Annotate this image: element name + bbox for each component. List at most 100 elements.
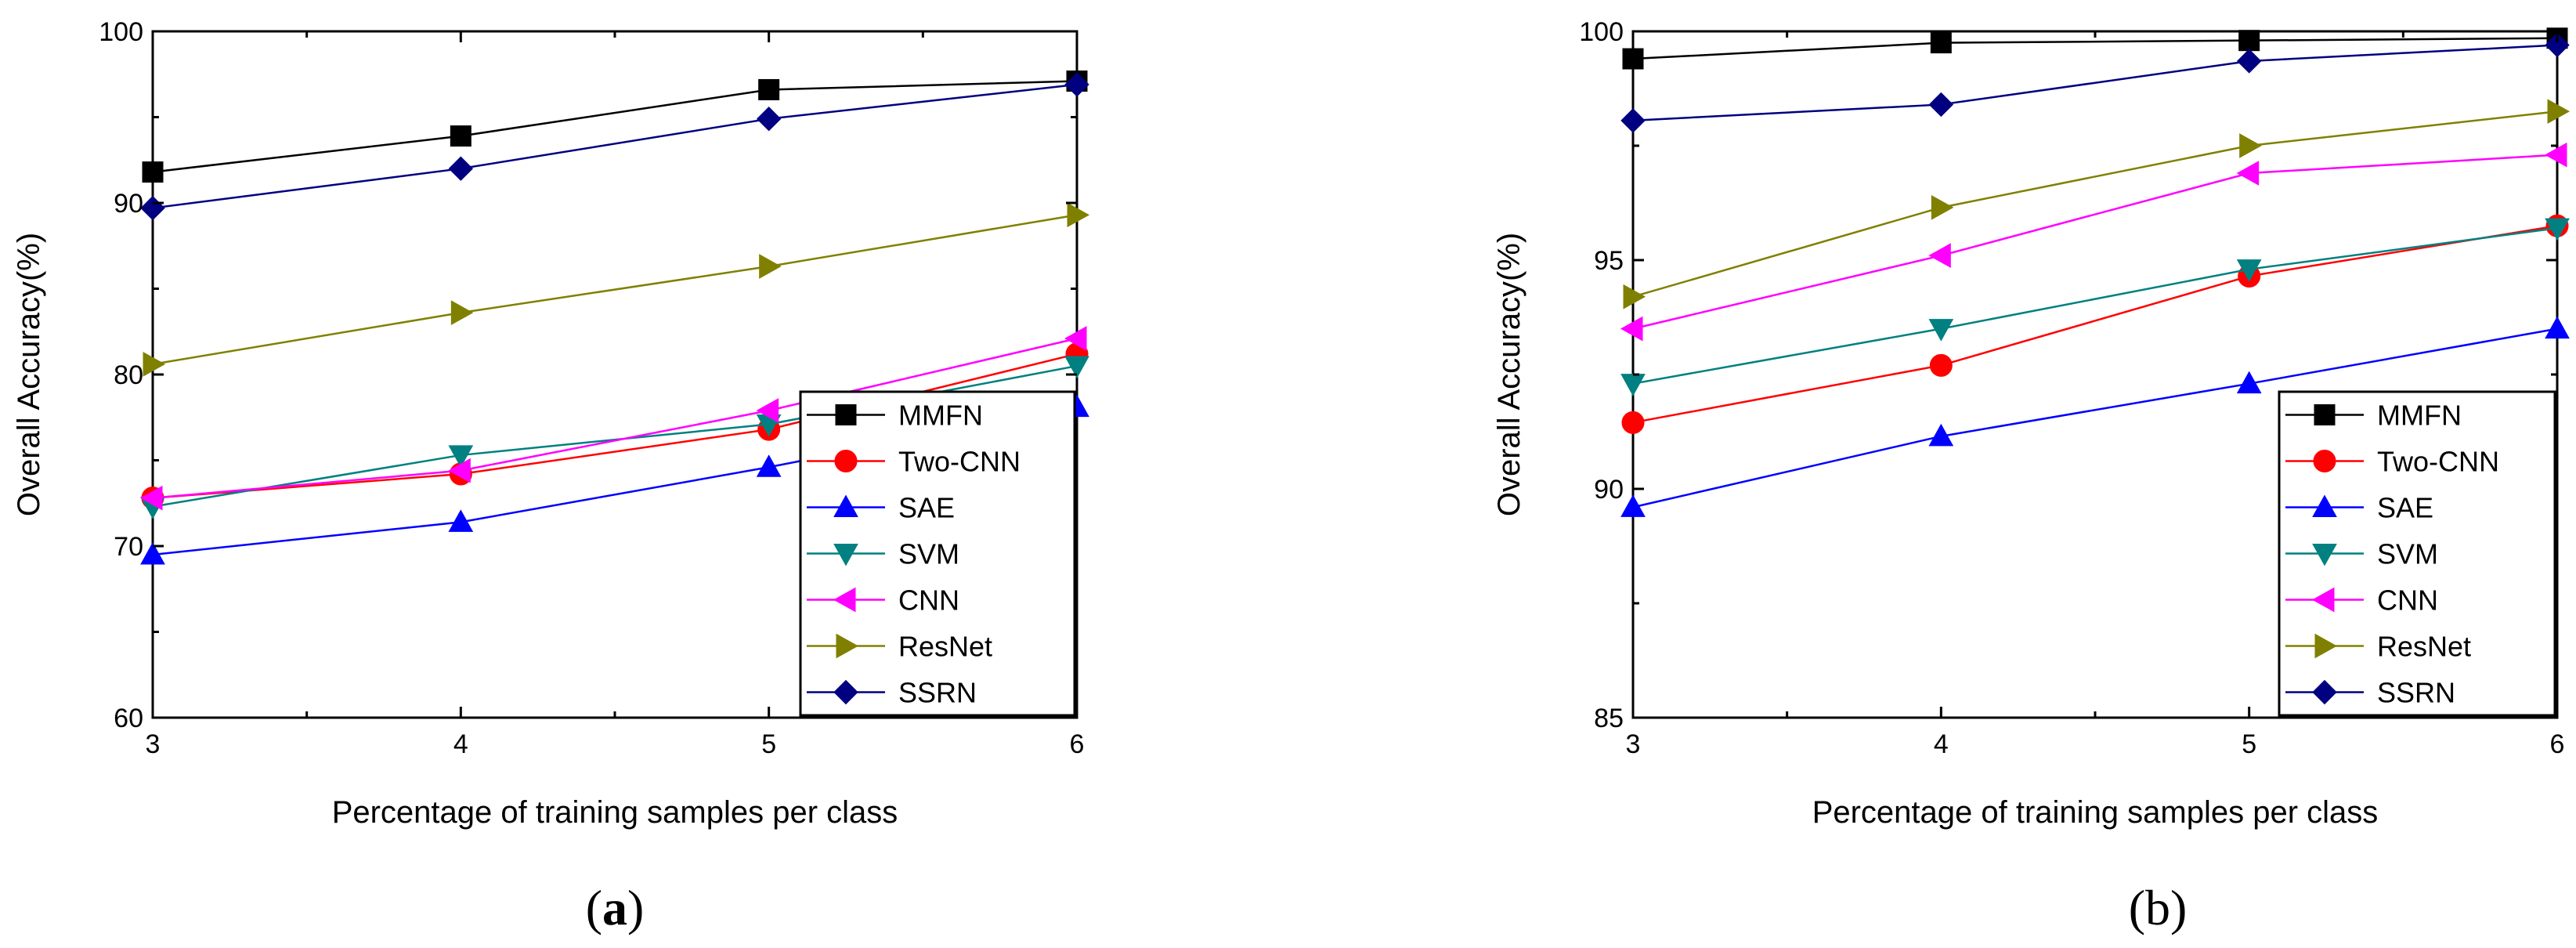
legend-marker-sae xyxy=(2312,494,2337,517)
y-axis-title: Overall Accuracy(%) xyxy=(12,233,46,516)
data-point-resnet xyxy=(1067,202,1090,228)
series-line-sae xyxy=(1632,327,2558,508)
data-point-mmfn xyxy=(1622,48,1644,70)
caption-open: ( xyxy=(2129,880,2145,935)
legend-label-sae: SAE xyxy=(2377,492,2433,524)
legend-marker-ssrn xyxy=(833,679,858,705)
panel-caption: (a) xyxy=(586,880,645,935)
data-point-ssrn xyxy=(2545,32,2570,58)
legend-marker-sae xyxy=(833,494,858,517)
legend-label-cnn: CNN xyxy=(2377,584,2438,617)
legend-marker-resnet xyxy=(836,633,859,659)
data-point-two-cnn xyxy=(1621,411,1645,434)
data-point-mmfn xyxy=(450,125,471,147)
y-tick-label: 60 xyxy=(114,704,143,733)
x-tick-label: 3 xyxy=(146,729,161,759)
series-line-resnet xyxy=(152,214,1078,366)
data-point-ssrn xyxy=(448,156,474,181)
data-point-cnn xyxy=(2236,161,2260,186)
caption-letter: b xyxy=(2145,880,2170,935)
data-point-two-cnn xyxy=(1929,353,1953,377)
x-tick-label: 4 xyxy=(453,729,468,759)
legend-marker-ssrn xyxy=(2312,679,2337,705)
data-point-ssrn xyxy=(1064,72,1089,97)
series-group xyxy=(1620,27,2571,517)
legend-label-two-cnn: Two-CNN xyxy=(898,446,1021,478)
data-point-sae xyxy=(140,541,165,565)
legend-label-mmfn: MMFN xyxy=(2377,400,2462,432)
x-tick-label: 4 xyxy=(1934,729,1949,759)
legend-marker-svm xyxy=(833,544,858,566)
y-tick-label: 95 xyxy=(1594,246,1624,276)
data-point-cnn xyxy=(1064,326,1087,351)
legend-label-resnet: ResNet xyxy=(2377,631,2471,663)
data-point-ssrn xyxy=(140,195,165,221)
legend: MMFN Two-CNN SAE SVM CNN ResNet SSRN xyxy=(799,390,1076,717)
legend-marker-two-cnn xyxy=(834,450,858,472)
data-point-cnn xyxy=(756,398,779,423)
data-point-ssrn xyxy=(2236,49,2262,74)
series-line-ssrn xyxy=(1632,44,2558,122)
data-point-cnn xyxy=(139,485,163,511)
data-point-svm xyxy=(1928,319,1954,342)
data-point-resnet xyxy=(143,352,166,377)
data-point-cnn xyxy=(2544,142,2567,168)
data-point-sae xyxy=(2236,371,2262,394)
legend-label-sae: SAE xyxy=(898,492,955,524)
y-tick-label: 90 xyxy=(114,189,143,219)
chart-panel-a: 60 70 80 90 100 3 4 5 6 Percentage of training … xyxy=(12,17,1090,935)
series-line-two-cnn xyxy=(1632,224,2558,424)
x-tick-label: 3 xyxy=(1626,729,1641,759)
data-point-sae xyxy=(1620,494,1646,517)
y-tick-label: 85 xyxy=(1594,704,1624,733)
x-axis-title: Percentage of training samples per class xyxy=(1812,795,2379,830)
data-point-resnet xyxy=(2547,99,2571,125)
data-point-mmfn xyxy=(142,161,164,183)
legend-marker-resnet xyxy=(2314,633,2338,659)
data-point-resnet xyxy=(2239,133,2262,158)
data-point-cnn xyxy=(448,458,471,483)
data-point-resnet xyxy=(1623,284,1646,309)
y-tick-label: 70 xyxy=(114,532,143,562)
legend-label-two-cnn: Two-CNN xyxy=(2377,446,2499,478)
series-line-svm xyxy=(1632,226,2558,385)
legend-label-ssrn: SSRN xyxy=(898,677,977,709)
legend-marker-mmfn xyxy=(2314,404,2336,425)
data-point-sae xyxy=(756,454,782,477)
data-point-ssrn xyxy=(1620,108,1646,133)
data-point-svm xyxy=(2236,259,2262,282)
data-point-ssrn xyxy=(756,106,782,132)
x-axis-title: Percentage of training samples per class xyxy=(332,795,898,830)
x-tick-label: 6 xyxy=(1070,729,1085,759)
data-point-sae xyxy=(448,509,474,532)
y-axis: 85 90 95 100 xyxy=(1579,17,2557,733)
legend-marker-two-cnn xyxy=(2313,450,2336,472)
y-tick-label: 90 xyxy=(1594,475,1624,505)
x-tick-label: 5 xyxy=(761,729,776,759)
series-line-ssrn xyxy=(152,83,1078,209)
data-point-ssrn xyxy=(1928,92,1954,118)
legend-marker-svm xyxy=(2312,544,2337,566)
series-line-mmfn xyxy=(1632,37,2558,60)
series-line-mmfn xyxy=(152,80,1078,173)
data-point-resnet xyxy=(1931,194,1954,220)
x-tick-label: 6 xyxy=(2550,729,2565,759)
data-point-svm xyxy=(1064,356,1089,379)
y-tick-label: 100 xyxy=(99,17,143,47)
legend: MMFN Two-CNN SAE SVM CNN ResNet SSRN xyxy=(2278,390,2556,717)
legend-label-mmfn: MMFN xyxy=(898,400,983,432)
data-point-svm xyxy=(2545,218,2570,241)
series-line-cnn xyxy=(1632,154,2558,330)
data-point-cnn xyxy=(1620,316,1643,342)
data-point-svm xyxy=(448,445,474,468)
series-line-cnn xyxy=(152,337,1078,499)
caption-letter: a xyxy=(602,880,627,935)
legend-label-ssrn: SSRN xyxy=(2377,677,2455,709)
x-axis: 3 4 5 6 xyxy=(1626,31,2565,759)
data-point-resnet xyxy=(450,300,474,326)
caption-close: ) xyxy=(627,880,644,935)
chart-panel-b: 85 90 95 100 3 4 5 6 Percentage of training sa… xyxy=(1492,17,2571,935)
legend-label-svm: SVM xyxy=(2377,538,2438,570)
panel-caption: (b) xyxy=(2129,880,2188,935)
